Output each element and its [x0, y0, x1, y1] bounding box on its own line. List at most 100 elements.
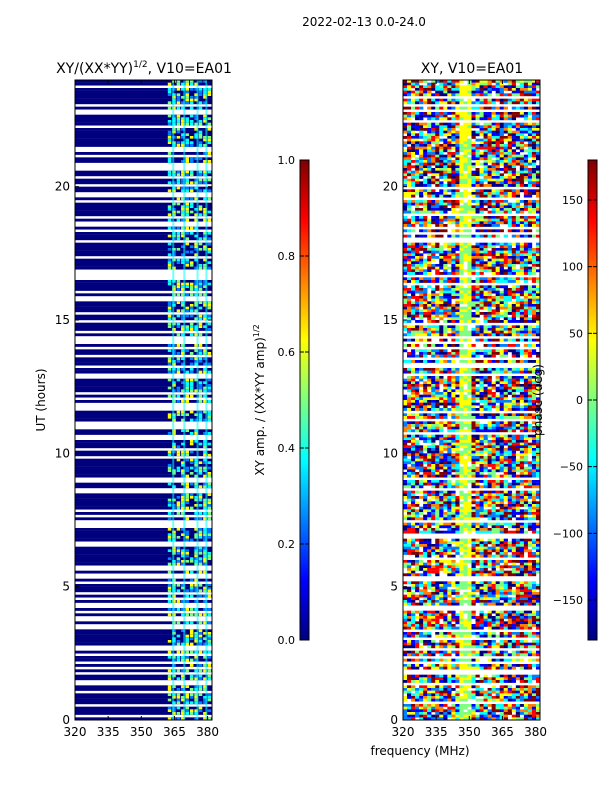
phase-cell	[447, 125, 452, 129]
phase-cell	[407, 408, 412, 411]
phase-cell	[459, 392, 464, 395]
phase-cell	[479, 370, 484, 374]
phase-cell	[511, 218, 517, 222]
phase-cell	[415, 306, 420, 310]
phase-cell	[443, 224, 448, 227]
amp-cell	[203, 189, 207, 193]
amp-cell	[167, 578, 172, 582]
phase-cell	[471, 162, 476, 166]
amp-cell	[203, 461, 207, 465]
phase-cell	[403, 210, 408, 214]
phase-cell	[423, 210, 428, 214]
amp-cell	[167, 304, 172, 307]
phase-cell	[463, 128, 468, 131]
phase-cell	[435, 106, 440, 110]
phase-cell	[435, 216, 440, 219]
phase-cell	[451, 144, 456, 147]
amp-cell	[176, 584, 181, 587]
phase-cell	[411, 170, 416, 174]
phase-cell	[443, 389, 448, 393]
phase-cell	[519, 309, 525, 313]
phase-cell	[487, 258, 492, 262]
amp-cell	[207, 418, 212, 422]
phase-cell	[471, 328, 476, 331]
phase-cell	[411, 248, 416, 251]
phase-cell	[491, 442, 496, 446]
phase-cell	[455, 413, 460, 417]
phase-cell	[463, 349, 468, 353]
phase-cell	[411, 160, 416, 163]
phase-cell	[427, 325, 432, 329]
phase-cell	[467, 466, 472, 470]
phase-cell	[419, 202, 424, 206]
phase-cell	[427, 453, 432, 457]
phase-cell	[491, 192, 496, 195]
phase-cell	[527, 136, 533, 139]
phase-cell	[467, 128, 472, 131]
phase-cell	[511, 234, 517, 238]
phase-cell	[467, 90, 472, 94]
phase-cell	[507, 136, 512, 139]
phase-cell	[419, 181, 424, 185]
phase-cell	[471, 266, 476, 270]
phase-cell	[403, 85, 408, 89]
phase-cell	[403, 130, 408, 134]
phase-cell	[503, 157, 508, 161]
phase-cell	[407, 210, 412, 214]
phase-cell	[507, 338, 512, 342]
amp-cell	[189, 493, 194, 497]
phase-cell	[411, 192, 416, 195]
phase-cell	[491, 368, 496, 371]
phase-cell	[487, 456, 492, 459]
phase-cell	[487, 381, 492, 385]
phase-cell	[455, 437, 460, 441]
phase-cell	[411, 272, 416, 275]
phase-cell	[455, 205, 460, 209]
phase-cell	[519, 210, 525, 214]
phase-cell	[455, 234, 460, 238]
phase-cell	[467, 293, 472, 297]
phase-cell	[475, 133, 480, 137]
phase-cell	[431, 314, 436, 318]
phase-cell	[507, 112, 512, 115]
amp-cell	[194, 128, 198, 131]
phase-cell	[407, 80, 412, 83]
phase-cell	[471, 82, 476, 86]
amp-cell	[207, 709, 212, 713]
phase-cell	[403, 266, 408, 270]
phase-cell	[479, 128, 484, 131]
phase-cell	[431, 176, 436, 179]
phase-cell	[507, 296, 512, 299]
phase-cell	[483, 434, 488, 438]
amp-cell	[176, 114, 181, 118]
phase-cell	[419, 354, 424, 358]
phase-cell	[411, 301, 416, 305]
amp-cell	[181, 562, 185, 566]
phase-cell	[455, 258, 460, 262]
amp-cell	[189, 570, 194, 574]
phase-cell	[507, 408, 512, 411]
phase-cell	[451, 378, 456, 382]
phase-cell	[447, 176, 452, 179]
amp-cell	[203, 304, 207, 307]
phase-cell	[503, 184, 508, 187]
phase-cell	[407, 389, 412, 393]
phase-cell	[443, 112, 448, 115]
phase-cell	[495, 133, 500, 137]
phase-cell	[435, 192, 440, 195]
phase-cell	[515, 378, 521, 382]
phase-cell	[455, 269, 460, 273]
amp-cell	[194, 440, 198, 443]
phase-cell	[447, 133, 452, 137]
phase-cell	[447, 370, 452, 374]
phase-cell	[419, 330, 424, 334]
amp-cell	[194, 669, 198, 673]
phase-cell	[535, 381, 541, 385]
phase-cell	[451, 154, 456, 158]
phase-cell	[439, 466, 444, 470]
phase-cell	[459, 384, 464, 387]
amp-cell	[181, 205, 185, 209]
phase-cell	[455, 304, 460, 307]
phase-cell	[507, 466, 512, 470]
phase-cell	[407, 154, 412, 158]
